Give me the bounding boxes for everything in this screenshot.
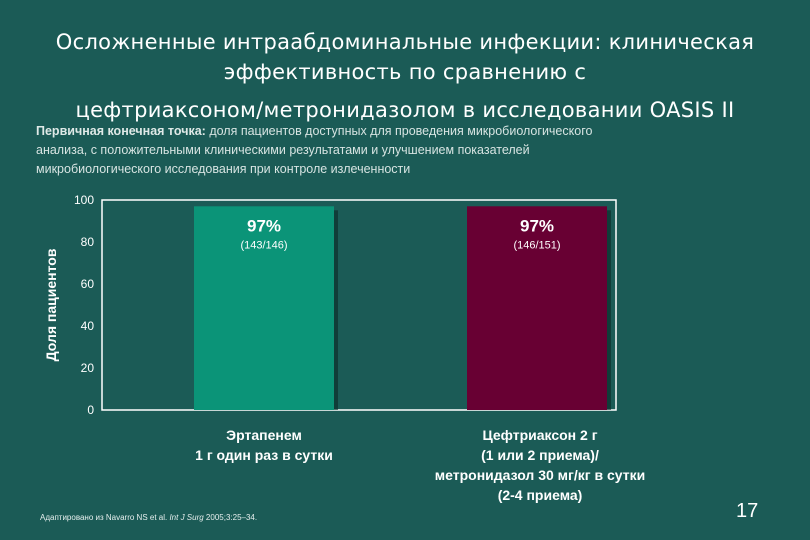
bar-value-label: 97% bbox=[520, 216, 554, 235]
endpoint-label: Первичная конечная точка: bbox=[36, 124, 206, 138]
bars: 97% (143/146) 97% (146/151) bbox=[194, 206, 611, 410]
category-label-line: (1 или 2 приема)/ bbox=[481, 447, 599, 463]
page-number: 17 bbox=[736, 500, 759, 522]
category-label-line: Эртапенем bbox=[226, 427, 302, 443]
bar-value-label: 97% bbox=[247, 216, 281, 235]
y-tick-label: 80 bbox=[81, 235, 95, 249]
endpoint-line-1: доля пациентов доступных для проведения … bbox=[209, 124, 593, 138]
slide-title-line-2: эффективность по сравнению с bbox=[223, 60, 587, 84]
category-label-2: Цефтриаксон 2 г (1 или 2 приема)/ метронид… bbox=[390, 425, 690, 505]
slide-title-line-3: цефтриаксоном/метронидазолом в исследова… bbox=[75, 98, 735, 122]
y-axis-label: Доля пациентов bbox=[43, 248, 59, 361]
footnote: Адаптировано из Navarro NS et al. Int J … bbox=[40, 513, 257, 522]
bar-sub-label: (146/151) bbox=[513, 239, 560, 251]
bar-sub-label: (143/146) bbox=[240, 239, 287, 251]
primary-endpoint-text: Первичная конечная точка: доля пациентов… bbox=[36, 122, 776, 179]
endpoint-line-2: анализа, с положительными клиническими р… bbox=[36, 143, 530, 157]
y-tick-label: 40 bbox=[81, 319, 95, 333]
y-axis-ticks: 0 20 40 60 80 100 bbox=[74, 193, 94, 417]
category-label-line: метронидазол 30 мг/кг в сутки bbox=[434, 467, 646, 483]
bar-1 bbox=[194, 206, 334, 410]
slide-title-line-1: Осложненные интраабдоминальные инфекции:… bbox=[55, 30, 755, 54]
category-label-line: 1 г один раз в сутки bbox=[195, 447, 333, 463]
y-tick-label: 20 bbox=[81, 361, 95, 375]
y-tick-label: 100 bbox=[74, 193, 94, 207]
plot-area-frame bbox=[101, 199, 617, 411]
footnote-prefix: Адаптировано из Navarro NS et al. bbox=[40, 513, 170, 522]
category-label-line: (2-4 приема) bbox=[497, 487, 583, 503]
category-label-1: Эртапенем 1 г один раз в сутки bbox=[144, 425, 384, 465]
footnote-journal: Int J Surg bbox=[169, 513, 204, 522]
endpoint-line-3: микробиологического исследования при кон… bbox=[36, 162, 411, 176]
y-tick-label: 0 bbox=[87, 403, 94, 417]
bar-2 bbox=[467, 206, 607, 410]
y-tick-label: 60 bbox=[81, 277, 95, 291]
category-label-line: Цефтриаксон 2 г bbox=[482, 427, 598, 443]
footnote-suffix: 2005;3:25–34. bbox=[203, 513, 258, 522]
